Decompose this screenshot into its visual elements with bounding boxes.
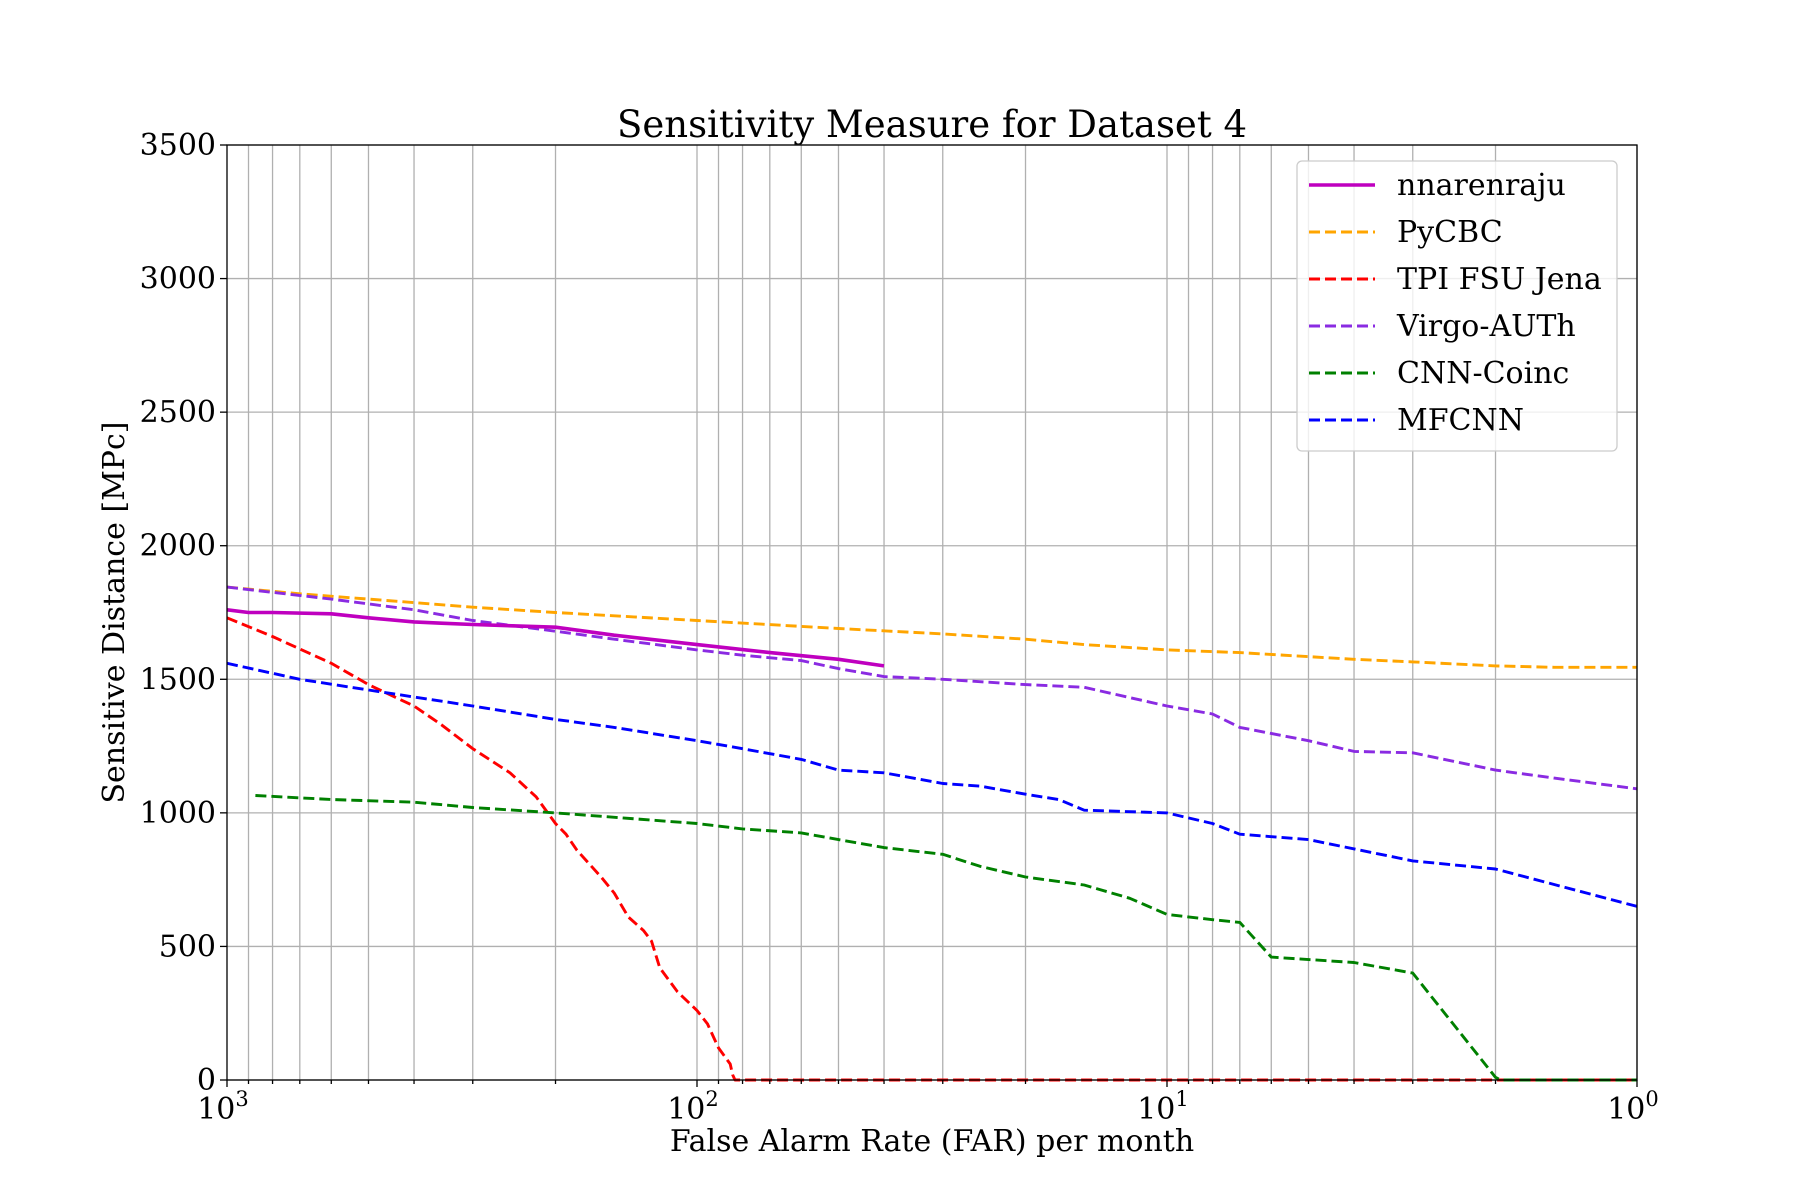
x-tick-label: 103 bbox=[197, 1087, 249, 1127]
y-tick-label: 1000 bbox=[140, 796, 216, 831]
legend-label: Virgo-AUTh bbox=[1396, 309, 1576, 344]
series-line-cnn-coinc bbox=[255, 794, 1637, 1082]
series-line-virgo-auth bbox=[227, 585, 1637, 791]
legend-label: MFCNN bbox=[1397, 403, 1524, 438]
plot-frame bbox=[226, 144, 1638, 1081]
y-axis-label: Sensitive Distance [MPc] bbox=[97, 421, 132, 803]
y-tick-label: 0 bbox=[197, 1063, 216, 1098]
legend-label: TPI FSU Jena bbox=[1397, 262, 1602, 297]
y-tick-label: 3000 bbox=[140, 262, 216, 297]
legend: nnarenraju PyCBC TPI FSU Jena Virgo-AUTh CNN… bbox=[1296, 160, 1618, 452]
legend-label: PyCBC bbox=[1397, 215, 1503, 250]
y-tick-label: 1500 bbox=[140, 662, 216, 697]
y-tick-label: 2000 bbox=[140, 529, 216, 564]
legend-label: CNN-Coinc bbox=[1397, 356, 1569, 391]
series-line-pycbc bbox=[227, 585, 1637, 669]
x-tick-label: 101 bbox=[1137, 1087, 1189, 1127]
series-layer bbox=[227, 585, 1637, 1082]
x-tick-label: 100 bbox=[1607, 1087, 1659, 1127]
y-tick-label: 3500 bbox=[140, 128, 216, 163]
x-tick-label: 102 bbox=[667, 1087, 719, 1127]
x-axis-label: False Alarm Rate (FAR) per month bbox=[670, 1124, 1194, 1159]
y-tick-label: 2500 bbox=[140, 395, 216, 430]
series-line-mfcnn bbox=[227, 661, 1637, 908]
legend-box bbox=[1296, 160, 1618, 452]
legend-label: nnarenraju bbox=[1397, 168, 1566, 203]
series-line-nnarenraju bbox=[227, 608, 885, 668]
tick-layer: 0 500 1000 1500 2000 2500 3000 3500 103 102 101 100 bbox=[140, 128, 1659, 1127]
y-tick-label: 500 bbox=[159, 929, 216, 964]
chart-title: Sensitivity Measure for Dataset 4 bbox=[617, 103, 1247, 146]
series-line-tpi-fsu-jena bbox=[227, 616, 1637, 1082]
